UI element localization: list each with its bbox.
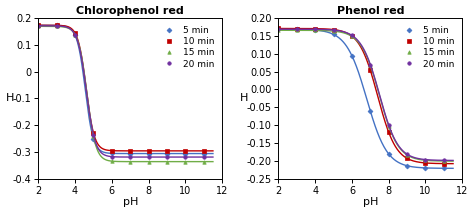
20 min — [331, 29, 337, 31]
15 min — [36, 25, 41, 28]
20 min — [312, 28, 318, 31]
Title: Chlorophenol red: Chlorophenol red — [76, 6, 184, 16]
20 min — [36, 24, 41, 27]
20 min — [54, 25, 60, 27]
15 min — [386, 125, 392, 127]
5 min — [128, 152, 133, 155]
Legend: 5 min, 10 min, 15 min, 20 min: 5 min, 10 min, 15 min, 20 min — [395, 22, 458, 72]
15 min — [441, 160, 447, 162]
10 min — [72, 32, 78, 35]
5 min — [164, 152, 170, 155]
5 min — [109, 152, 115, 155]
20 min — [164, 156, 170, 158]
20 min — [404, 153, 410, 155]
10 min — [331, 28, 337, 31]
10 min — [201, 150, 207, 152]
10 min — [404, 157, 410, 160]
15 min — [109, 160, 115, 163]
Legend: 5 min, 10 min, 15 min, 20 min: 5 min, 10 min, 15 min, 20 min — [155, 22, 218, 72]
20 min — [441, 159, 447, 162]
10 min — [312, 27, 318, 30]
5 min — [386, 153, 392, 155]
15 min — [404, 154, 410, 156]
20 min — [423, 158, 428, 161]
10 min — [441, 162, 447, 165]
Title: Phenol red: Phenol red — [337, 6, 404, 16]
Line: 5 min: 5 min — [277, 27, 446, 170]
15 min — [294, 29, 300, 32]
20 min — [109, 155, 115, 158]
15 min — [146, 160, 152, 163]
10 min — [36, 24, 41, 27]
20 min — [349, 34, 355, 37]
5 min — [36, 24, 41, 27]
5 min — [423, 167, 428, 169]
10 min — [367, 69, 373, 72]
Line: 15 min: 15 min — [277, 29, 446, 163]
15 min — [128, 160, 133, 163]
Line: 10 min: 10 min — [277, 27, 446, 165]
Y-axis label: H: H — [239, 94, 248, 104]
5 min — [404, 164, 410, 167]
5 min — [54, 24, 60, 27]
5 min — [312, 29, 318, 31]
10 min — [386, 131, 392, 134]
5 min — [349, 55, 355, 57]
20 min — [201, 156, 207, 158]
10 min — [349, 35, 355, 37]
15 min — [349, 35, 355, 38]
15 min — [275, 29, 281, 32]
5 min — [72, 34, 78, 36]
X-axis label: pH: pH — [363, 197, 378, 207]
15 min — [164, 160, 170, 163]
5 min — [441, 167, 447, 170]
15 min — [91, 135, 96, 138]
Line: 15 min: 15 min — [36, 24, 206, 163]
20 min — [128, 156, 133, 158]
10 min — [54, 24, 60, 27]
X-axis label: pH: pH — [123, 197, 138, 207]
15 min — [423, 159, 428, 162]
20 min — [367, 63, 373, 66]
20 min — [275, 28, 281, 30]
10 min — [128, 150, 133, 152]
20 min — [294, 28, 300, 30]
10 min — [164, 150, 170, 152]
5 min — [294, 28, 300, 31]
20 min — [72, 34, 78, 36]
Line: 10 min: 10 min — [36, 23, 206, 153]
5 min — [367, 110, 373, 112]
20 min — [386, 124, 392, 127]
5 min — [146, 152, 152, 155]
20 min — [182, 156, 188, 158]
15 min — [331, 30, 337, 32]
5 min — [91, 137, 96, 140]
15 min — [72, 33, 78, 36]
10 min — [91, 132, 96, 134]
15 min — [312, 29, 318, 32]
5 min — [182, 152, 188, 155]
15 min — [54, 25, 60, 28]
20 min — [146, 156, 152, 158]
10 min — [109, 149, 115, 152]
20 min — [91, 134, 96, 136]
15 min — [182, 160, 188, 163]
10 min — [423, 162, 428, 164]
5 min — [331, 33, 337, 36]
15 min — [367, 64, 373, 67]
5 min — [275, 28, 281, 30]
Line: 5 min: 5 min — [36, 23, 206, 155]
10 min — [146, 150, 152, 152]
10 min — [275, 27, 281, 30]
Line: 20 min: 20 min — [36, 24, 206, 159]
5 min — [201, 152, 207, 155]
Line: 20 min: 20 min — [277, 27, 446, 162]
Y-axis label: H: H — [6, 94, 14, 104]
10 min — [182, 150, 188, 152]
10 min — [294, 27, 300, 30]
15 min — [201, 160, 207, 163]
